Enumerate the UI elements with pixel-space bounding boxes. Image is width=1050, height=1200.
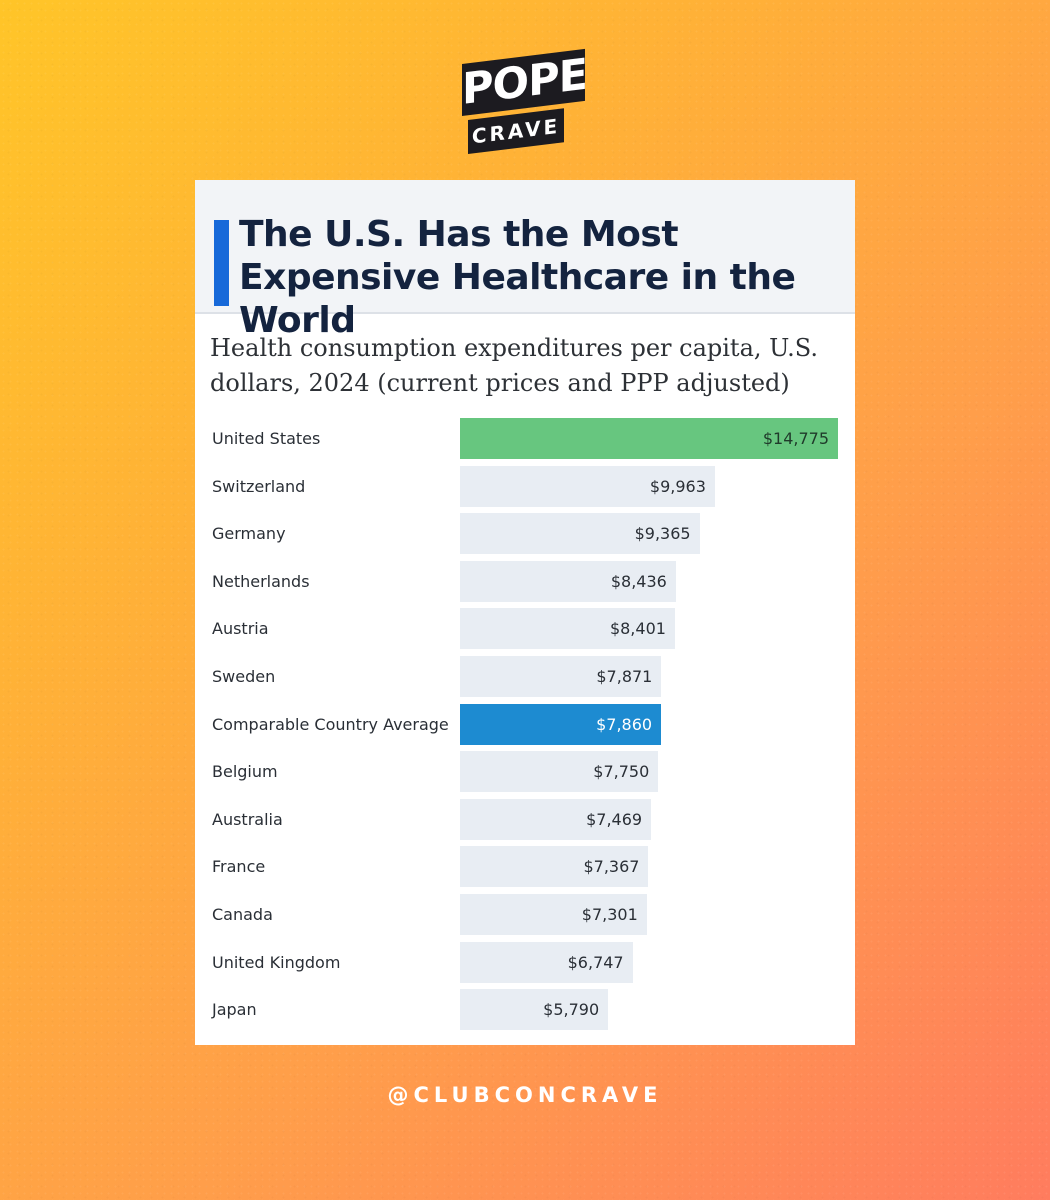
bar: $7,367	[460, 846, 649, 888]
chart-header: The U.S. Has the Most Expensive Healthca…	[195, 180, 855, 341]
bar-value-label: $9,365	[634, 524, 691, 544]
category-label: Germany	[212, 524, 286, 544]
bar-value-label: $6,747	[567, 952, 624, 972]
bar-value-label: $9,963	[649, 476, 706, 496]
bar-value-label: $8,436	[610, 571, 667, 591]
bar-value-label: $7,301	[581, 905, 638, 924]
bar-chart: United States $14,775 Switzerland $9,963 Ger…	[195, 180, 855, 1045]
bar-value-label: $7,750	[593, 762, 650, 782]
social-handle: @CLUBCONCRAVE	[387, 1083, 663, 1107]
bar: $8,401	[460, 608, 675, 650]
bar-row: United States $14,775	[195, 418, 855, 459]
bar: $9,365	[460, 513, 700, 555]
bar: $7,301	[460, 894, 647, 935]
category-label: Switzerland	[212, 476, 306, 496]
bar-value-label: $5,790	[543, 1000, 600, 1020]
bar: $6,747	[460, 941, 633, 983]
bar-row: Austria $8,401	[195, 608, 855, 650]
bar-row: Japan $5,790	[195, 989, 855, 1031]
category-label: Japan	[212, 1000, 257, 1020]
category-label: Netherlands	[212, 571, 310, 591]
category-label: Austria	[212, 619, 269, 639]
bar-row: France $7,367	[195, 846, 855, 888]
bar-row: Switzerland $9,963	[195, 465, 855, 507]
bar-value-label: $8,401	[609, 619, 666, 639]
title-accent-bar	[214, 220, 229, 306]
bar: $5,790	[460, 989, 609, 1031]
bar: $14,775	[460, 418, 838, 459]
bar-value-label: $7,860	[596, 714, 653, 734]
bar-row: United Kingdom $6,747	[195, 941, 855, 983]
category-label: United Kingdom	[212, 952, 341, 972]
category-label: Canada	[212, 905, 273, 924]
bar: $7,750	[460, 751, 659, 793]
category-label: Sweden	[212, 667, 276, 686]
category-label: France	[212, 857, 266, 877]
bar-row: Sweden $7,871	[195, 656, 855, 697]
bar-row: Belgium $7,750	[195, 751, 855, 793]
bar-row: Netherlands $8,436	[195, 560, 855, 602]
bar-value-label: $7,469	[586, 809, 643, 829]
bar: $7,871	[460, 656, 662, 697]
bar-row: Comparable Country Average $7,860	[195, 703, 855, 745]
logo-line-crave: CRAVE	[468, 108, 564, 154]
chart-title: The U.S. Has the Most Expensive Healthca…	[239, 214, 796, 341]
category-label: United States	[212, 429, 321, 448]
bar: $7,860	[460, 703, 662, 745]
bar-row: Australia $7,469	[195, 798, 855, 840]
category-label: Australia	[212, 809, 283, 829]
logo-line-pope: POPE	[462, 48, 587, 116]
bar: $7,469	[460, 798, 652, 840]
category-label: Comparable Country Average	[212, 714, 449, 734]
bar-row: Canada $7,301	[195, 894, 855, 935]
bar-value-label: $7,871	[596, 667, 653, 686]
category-label: Belgium	[212, 762, 278, 782]
bar: $9,963	[460, 465, 715, 507]
bar-row: Germany $9,365	[195, 513, 855, 555]
bar-value-label: $7,367	[583, 857, 640, 877]
chart-subtitle: Health consumption expenditures per capi…	[210, 334, 819, 397]
chart-card: The U.S. Has the Most Expensive Healthca…	[195, 180, 855, 1045]
pope-crave-logo: POPE CRAVE	[462, 48, 590, 160]
bar-value-label: $14,775	[762, 429, 829, 448]
bar: $8,436	[460, 560, 676, 602]
